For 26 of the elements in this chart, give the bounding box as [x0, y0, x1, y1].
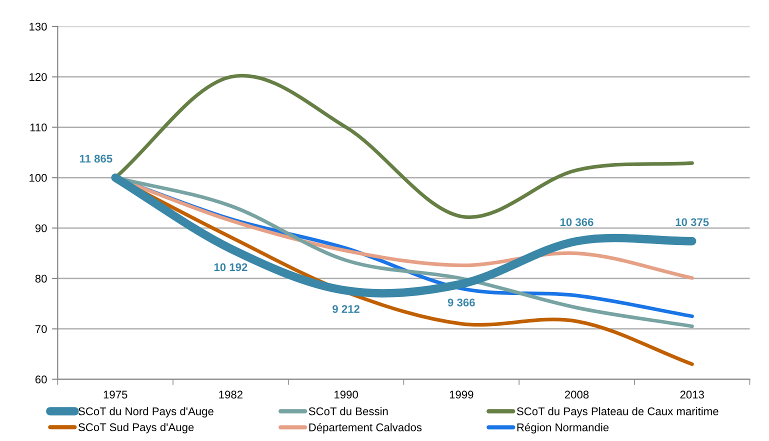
y-tick-label: 100 — [30, 174, 47, 182]
legend-label: Région Normandie — [517, 423, 609, 434]
y-tick-label: 80 — [35, 274, 47, 283]
annotation: 10 375 — [676, 218, 709, 226]
legend-label: SCoT du Nord Pays d'Auge — [78, 407, 214, 418]
x-tick-label: 1975 — [104, 390, 128, 399]
x-tick-label: 2013 — [680, 390, 704, 399]
y-tick-label: 130 — [30, 22, 47, 31]
annotation: 9 212 — [332, 305, 360, 313]
x-tick-label: 1982 — [219, 390, 242, 399]
annotation: 11 865 — [80, 154, 112, 163]
annotation: 9 366 — [448, 298, 475, 306]
y-tick-label: 60 — [35, 376, 47, 384]
legend-label: SCoT du Pays Plateau de Caux maritime — [516, 407, 718, 418]
y-tick-label: 90 — [35, 224, 47, 232]
x-tick-label: 1990 — [334, 390, 358, 399]
x-tick-label: 2008 — [564, 390, 589, 399]
y-tick-label: 70 — [35, 325, 47, 333]
legend-label: SCoT Sud Pays d'Auge — [78, 423, 194, 434]
annotation: 10 192 — [214, 263, 248, 272]
legend-label: Département Calvados — [309, 423, 422, 434]
x-tick-label: 1999 — [450, 390, 474, 399]
y-tick-label: 110 — [30, 124, 47, 132]
legend-label: SCoT du Bessin — [308, 407, 388, 416]
y-tick-label: 120 — [30, 73, 47, 81]
annotation: 10 366 — [560, 218, 594, 226]
